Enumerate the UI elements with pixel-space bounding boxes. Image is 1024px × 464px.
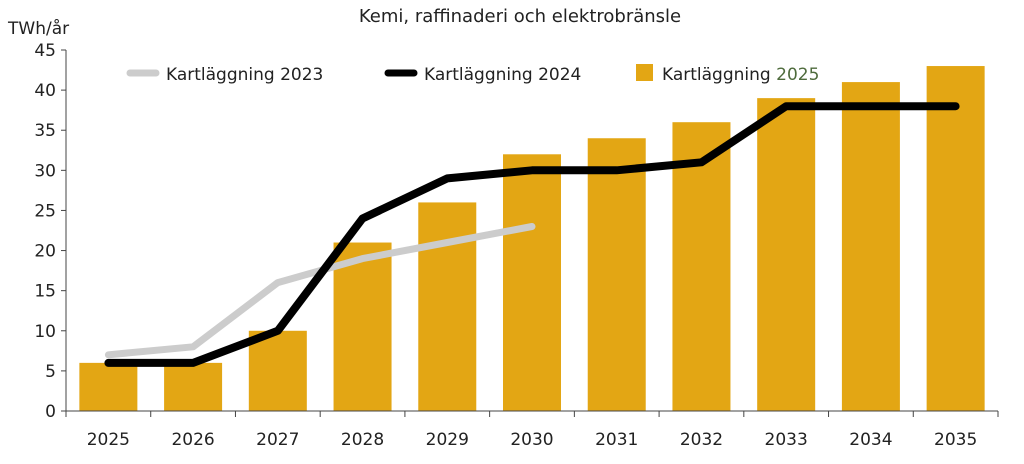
chart-title: Kemi, raffinaderi och elektrobränsle — [359, 6, 681, 27]
bar-2028 — [333, 242, 392, 411]
bar-series — [79, 66, 985, 412]
x-tick-label: 2025 — [87, 430, 130, 450]
x-axis: 2025 2026 2027 2028 2029 2030 2031 2032 2033 2034… — [65, 411, 999, 450]
x-tick-label: 2034 — [849, 430, 892, 450]
x-tick-label: 2035 — [934, 430, 977, 450]
y-tick-label: 30 — [34, 161, 56, 181]
bar-2031 — [587, 138, 646, 411]
x-tick-label: 2029 — [426, 430, 469, 450]
x-tick-label: 2026 — [171, 430, 214, 450]
bar-2030 — [503, 154, 561, 412]
y-tick-label: 35 — [34, 121, 56, 141]
y-axis: 0 5 10 15 20 25 30 35 40 45 — [34, 41, 66, 422]
legend: Kartläggning 2023 Kartläggning 2024 Kart… — [126, 64, 819, 85]
bar-2035 — [926, 66, 985, 412]
y-tick-label: 15 — [34, 282, 56, 302]
y-tick-label: 0 — [45, 402, 56, 422]
bar-2026 — [164, 362, 223, 411]
bar-2029 — [418, 202, 477, 411]
y-tick-label: 5 — [45, 362, 56, 382]
legend-label-2025: Kartläggning 2025 — [662, 65, 819, 85]
x-tick-label: 2028 — [341, 430, 384, 450]
y-tick-label: 20 — [34, 242, 56, 262]
y-tick-label: 10 — [34, 322, 56, 342]
legend-label-2025-year: 2025 — [776, 65, 819, 85]
bar-2032 — [672, 122, 731, 411]
legend-swatch-2025 — [636, 64, 653, 81]
x-tick-label: 2032 — [680, 430, 723, 450]
x-tick-label: 2031 — [595, 430, 638, 450]
line-series — [104, 102, 960, 367]
x-tick-label: 2033 — [765, 430, 808, 450]
y-tick-label: 40 — [34, 81, 56, 101]
legend-label-2024: Kartläggning 2024 — [424, 65, 581, 85]
bar-2033 — [757, 98, 816, 411]
x-tick-label: 2030 — [510, 430, 553, 450]
bar-2025 — [79, 362, 138, 411]
x-tick-label: 2027 — [256, 430, 299, 450]
legend-label-2025-prefix: Kartläggning — [662, 65, 776, 85]
y-tick-label: 45 — [34, 41, 56, 61]
y-axis-label: TWh/år — [7, 18, 69, 39]
bar-2034 — [841, 82, 900, 411]
bar-2027 — [248, 330, 307, 411]
legend-label-2023: Kartläggning 2023 — [166, 65, 323, 85]
line-kartläggning-2024 — [104, 102, 960, 367]
y-tick-label: 25 — [34, 201, 56, 221]
